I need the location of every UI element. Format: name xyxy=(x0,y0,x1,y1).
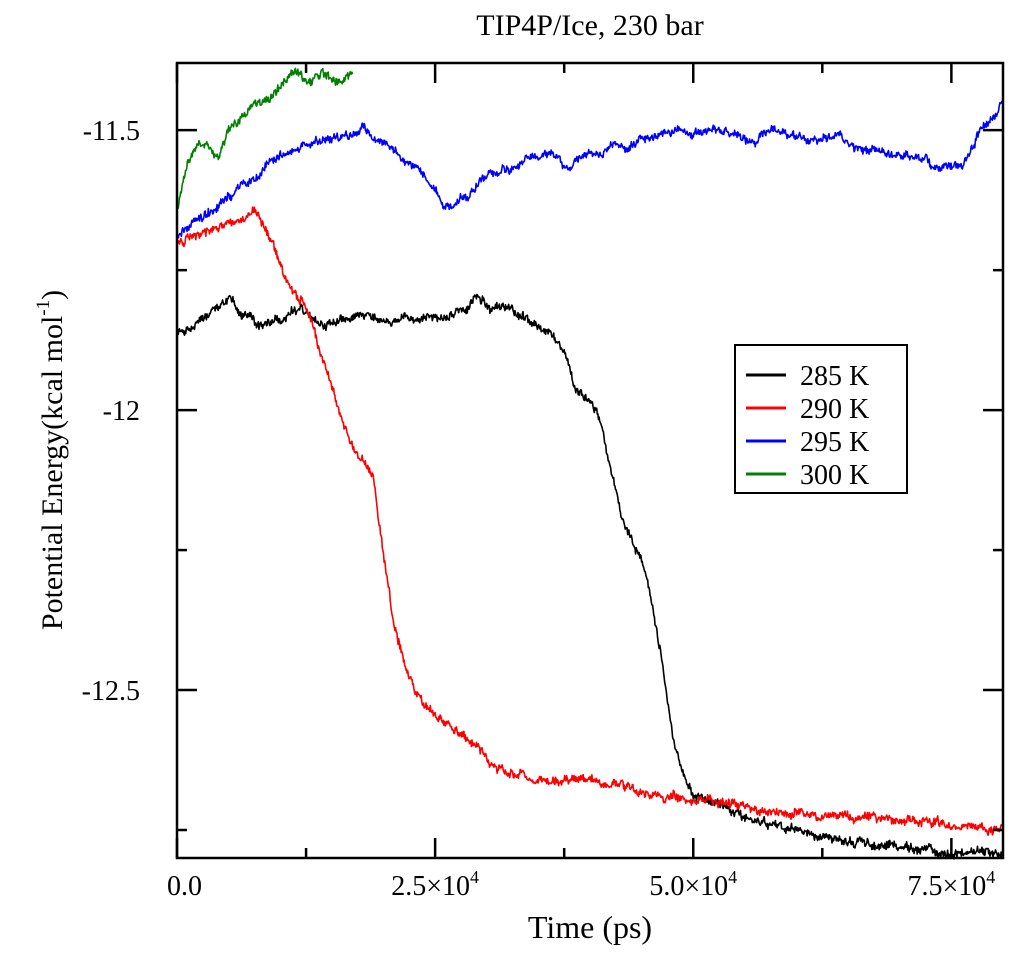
x-tick-label-exponent: 4 xyxy=(728,867,737,887)
x-tick-label: 2.5×104 xyxy=(391,867,479,902)
y-tick-label: -12.5 xyxy=(82,676,140,707)
x-tick-label-mantissa: 2.5×10 xyxy=(391,871,470,902)
plot-frame xyxy=(175,61,1005,860)
x-tick-label: 0.0 xyxy=(167,871,202,902)
y-tick-labels: -11.5 -12 -12.5 xyxy=(82,116,140,707)
x-tick-label-exponent: 4 xyxy=(986,867,995,887)
y-axis-label-sup: -1 xyxy=(33,300,54,316)
y-tick-label: -12 xyxy=(103,396,140,427)
ticks-layer xyxy=(175,63,1003,858)
series-layer xyxy=(176,67,1004,860)
y-axis-label-close: ) xyxy=(36,290,69,300)
x-tick-labels: 0.0 2.5×104 5.0×104 7.5×104 xyxy=(167,867,995,902)
legend-label: 285 K xyxy=(800,361,869,392)
legend-label: 300 K xyxy=(800,460,869,491)
series-line-295-k xyxy=(176,100,1004,241)
y-axis-label-main: Potential Energy(kcal mol xyxy=(36,316,69,630)
legend-label: 290 K xyxy=(800,394,869,425)
series-line-300-k xyxy=(176,67,354,211)
x-axis-label: Time (ps) xyxy=(528,909,652,945)
legend-box xyxy=(734,344,908,494)
legend-label: 295 K xyxy=(800,427,869,458)
y-tick-label: -11.5 xyxy=(83,116,140,147)
series-line-285-k xyxy=(176,293,1004,860)
series-line-290-k xyxy=(176,206,1004,837)
x-tick-label: 5.0×104 xyxy=(649,867,737,902)
x-tick-label-mantissa: 5.0×10 xyxy=(649,871,728,902)
x-tick-label-mantissa: 7.5×10 xyxy=(907,871,986,902)
chart-title: TIP4P/Ice, 230 bar xyxy=(476,9,703,42)
x-tick-label-mantissa: 0.0 xyxy=(167,871,202,902)
x-tick-label: 7.5×104 xyxy=(907,867,995,902)
y-axis-label: Potential Energy(kcal mol-1) xyxy=(33,290,69,630)
x-tick-label-exponent: 4 xyxy=(470,867,479,887)
